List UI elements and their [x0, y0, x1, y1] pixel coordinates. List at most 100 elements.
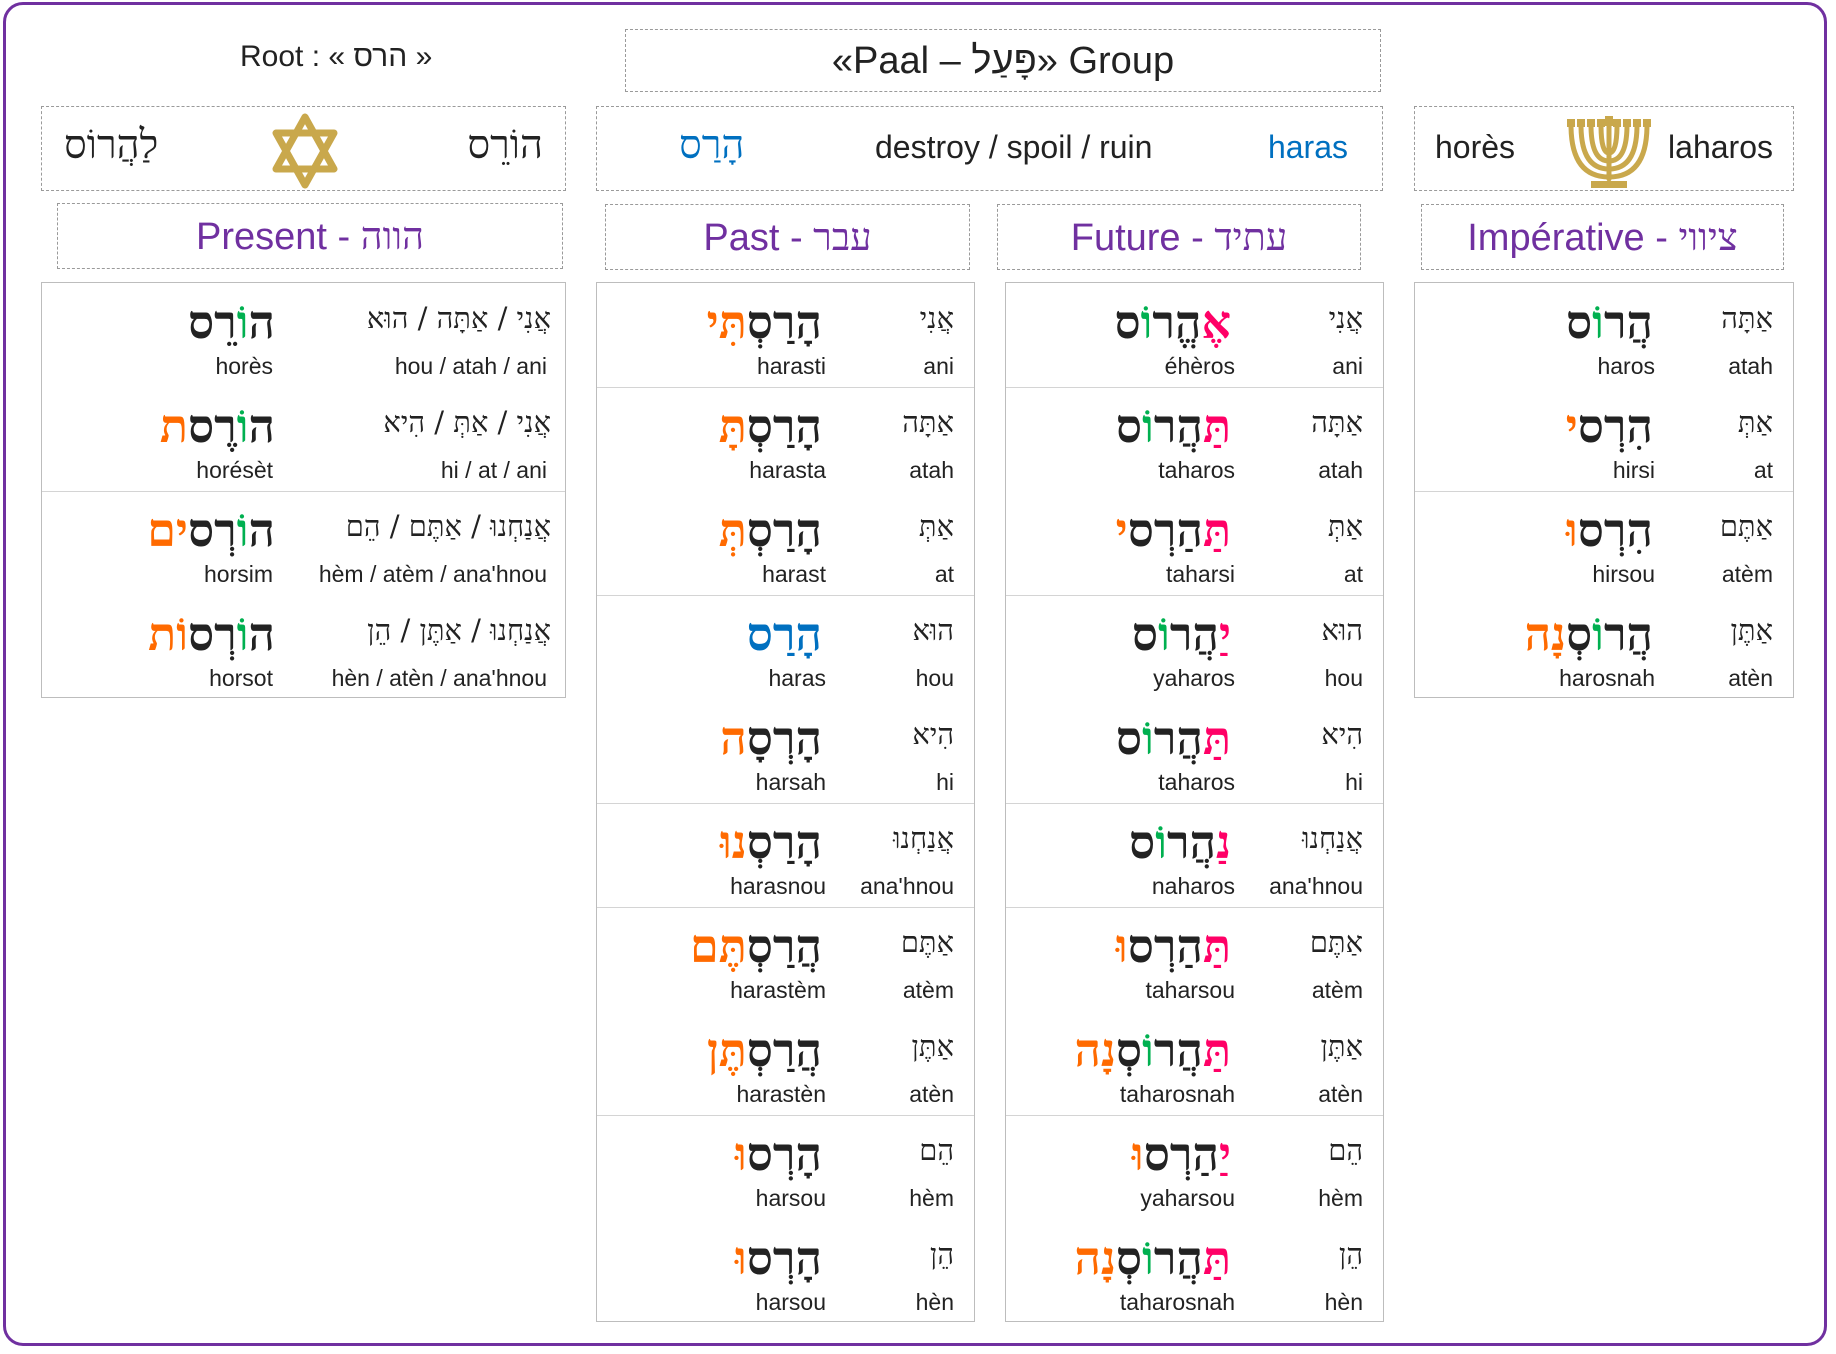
past-verb: הָרַסְנוּ [720, 815, 822, 869]
past-verb: הָרְסָה [720, 711, 822, 765]
header-past-fr: Past [703, 217, 780, 259]
page-frame [3, 2, 1827, 1346]
present-verb: הוֹרֵס [188, 295, 275, 349]
verb-suffix: ה [720, 711, 747, 765]
group-title: «Paal – פָּעַל» Group [831, 40, 1175, 82]
present-translit: horsim [203, 561, 273, 587]
verb-part: ה [248, 295, 275, 349]
future-translit: taharosnah [1119, 1081, 1235, 1107]
verb-end: ס [1115, 711, 1143, 765]
future-verb: תַּהַרְסוּ [1116, 919, 1231, 973]
past-pron-translit: at [934, 561, 954, 587]
future-pron-translit: atah [1318, 457, 1363, 483]
imperative-pronoun: אַתְּ [1737, 405, 1773, 439]
future-pronoun: הוּא [1321, 613, 1363, 647]
row-separator [597, 387, 974, 388]
present-translit: horsot [209, 665, 273, 691]
future-translit: yaharos [1153, 665, 1235, 691]
future-verb: תַּהֲרוֹס [1116, 711, 1231, 765]
past-pron-translit: atèm [902, 977, 954, 1003]
present-pronouns: אֲנַחְנוּ / אַתֶּם / הֵם [345, 509, 551, 543]
past-pron-translit: atah [909, 457, 954, 483]
present-translit: horésèt [196, 457, 273, 483]
future-translit: éhèros [1164, 353, 1235, 379]
future-translit: yaharsou [1140, 1185, 1235, 1211]
row-separator [42, 491, 565, 492]
star-of-david-icon [272, 113, 338, 189]
verb-suffix: ים [147, 503, 188, 557]
verb-end: סְ [1115, 1023, 1143, 1077]
present-pron-translit: hi / at / ani [440, 457, 547, 483]
verb-suffix: י [1115, 503, 1128, 557]
verb-part: ה [248, 399, 275, 453]
verb-stem: הֲרַסְ [746, 919, 822, 973]
infinitive-box: לַהֲרוֹס הוֹרֵס [41, 106, 566, 191]
verb-stem: הַרְס [1127, 503, 1203, 557]
verb-suffix: י [1565, 399, 1578, 453]
imperative-pronoun: אַתָּה [1721, 301, 1773, 335]
future-pron-translit: hèn [1324, 1289, 1363, 1315]
past-pronoun: הִיא [912, 717, 954, 751]
imperative-translit: hirsou [1592, 561, 1655, 587]
infinitive-hebrew: לַהֲרוֹס [64, 122, 159, 168]
verb-vowel: וֹ [1142, 1023, 1154, 1077]
present-table: הוֹרֵס אֲנִי / אַתָּה / הוּא horès hou / at… [41, 282, 566, 698]
verb-suffix: וֹת [148, 607, 188, 661]
past-pron-translit: hou [915, 665, 954, 691]
verb-vowel: וֹ [1155, 815, 1167, 869]
verb-stem: הָרַס [746, 607, 822, 661]
verb-stem: הִרְס [1577, 503, 1653, 557]
present-verb: הוֹרֶסת [160, 399, 275, 453]
verb-end: סְ [1565, 607, 1593, 661]
past-verb: הָרַסְתִּי [707, 295, 822, 349]
verb-suffix: תָּ [718, 399, 747, 453]
past-pron-translit: ani [923, 353, 954, 379]
verb-stem: הַרְס [1143, 1127, 1219, 1181]
header-imperative: Impérative - ציווי [1421, 204, 1784, 270]
future-pron-translit: ana'hnou [1269, 873, 1363, 899]
past-translit: harast [762, 561, 826, 587]
header-future-he: עתיד [1214, 215, 1288, 259]
future-verb: יַהַרְסוּ [1132, 1127, 1231, 1181]
imperative-pronoun: אַתֶּם [1719, 509, 1773, 543]
header-future: Future - עתיד [997, 204, 1361, 270]
imperative-translit: haros [1597, 353, 1655, 379]
verb-stem: הָרְס [746, 1127, 822, 1181]
future-verb: תַּהֲרוֹס [1116, 399, 1231, 453]
verb-vowel: וֹ [236, 295, 249, 349]
past-pron-translit: hèm [909, 1185, 954, 1211]
verb-vowel: וֹ [1158, 607, 1170, 661]
verb-stem: הָרַסְ [746, 295, 822, 349]
verb-end: ס [1565, 295, 1593, 349]
past-pron-translit: hèn [915, 1289, 954, 1315]
past-translit: harasnou [730, 873, 826, 899]
future-verb: תַּהֲרוֹסְנָה [1075, 1231, 1232, 1285]
future-translit: taharos [1158, 457, 1235, 483]
past-translit: harasta [749, 457, 826, 483]
verb-part: רֶס [187, 399, 237, 453]
row-separator [597, 803, 974, 804]
present-hebrew: הוֹרֵס [467, 122, 543, 168]
verb-vowel: וֹ [236, 399, 249, 453]
past-table: הָרַסְתִּי אֲנִי harasti ani הָרַסְתָּ אַתָּה… [596, 282, 975, 1322]
future-pronoun: אַתֶּם [1309, 925, 1363, 959]
verb-prefix: יַ [1218, 1127, 1231, 1181]
verb-vowel: וֹ [236, 503, 249, 557]
present-pronouns: אֲנִי / אַתָּה / הוּא [366, 301, 551, 335]
past-pronoun: הֵם [919, 1133, 954, 1167]
past-translit: harastèm [730, 977, 826, 1003]
root-label: Root : « הרס » [240, 40, 433, 73]
future-verb: אֶהֱרוֹס [1114, 295, 1231, 349]
imperative-pron-translit: atèn [1728, 665, 1773, 691]
past-verb: הָרַסְתְּ [719, 503, 822, 557]
verb-suffix: וּ [734, 1231, 747, 1285]
verb-vowel: וֹ [1142, 1231, 1154, 1285]
header-present-fr: Present [196, 216, 327, 258]
future-verb: תַּהַרְסי [1116, 503, 1231, 557]
meaning-box: הָרַס destroy / spoil / ruin haras [596, 106, 1383, 191]
future-verb: תַּהֲרוֹסְנָה [1075, 1023, 1232, 1077]
future-pron-translit: hou [1324, 665, 1363, 691]
verb-suffix: וּ [1565, 503, 1578, 557]
future-pronoun: אֲנִי [1328, 301, 1363, 335]
verb-prefix: תַּ [1202, 1023, 1231, 1077]
